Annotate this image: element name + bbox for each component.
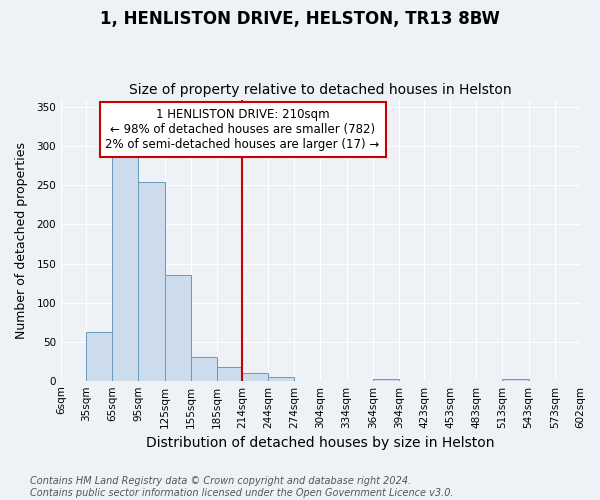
Y-axis label: Number of detached properties: Number of detached properties: [15, 142, 28, 338]
Bar: [164, 276, 191, 380]
Text: 1 HENLISTON DRIVE: 210sqm
← 98% of detached houses are smaller (782)
2% of semi-: 1 HENLISTON DRIVE: 210sqm ← 98% of detac…: [106, 108, 380, 151]
Bar: [373, 379, 399, 380]
Bar: [86, 332, 112, 380]
Bar: [268, 377, 295, 380]
Bar: [502, 379, 529, 380]
Title: Size of property relative to detached houses in Helston: Size of property relative to detached ho…: [129, 83, 512, 97]
Bar: [242, 373, 268, 380]
Bar: [191, 358, 217, 380]
Text: 1, HENLISTON DRIVE, HELSTON, TR13 8BW: 1, HENLISTON DRIVE, HELSTON, TR13 8BW: [100, 10, 500, 28]
Bar: [139, 182, 164, 380]
X-axis label: Distribution of detached houses by size in Helston: Distribution of detached houses by size …: [146, 436, 495, 450]
Bar: [112, 152, 139, 380]
Text: Contains HM Land Registry data © Crown copyright and database right 2024.
Contai: Contains HM Land Registry data © Crown c…: [30, 476, 454, 498]
Bar: [217, 366, 242, 380]
